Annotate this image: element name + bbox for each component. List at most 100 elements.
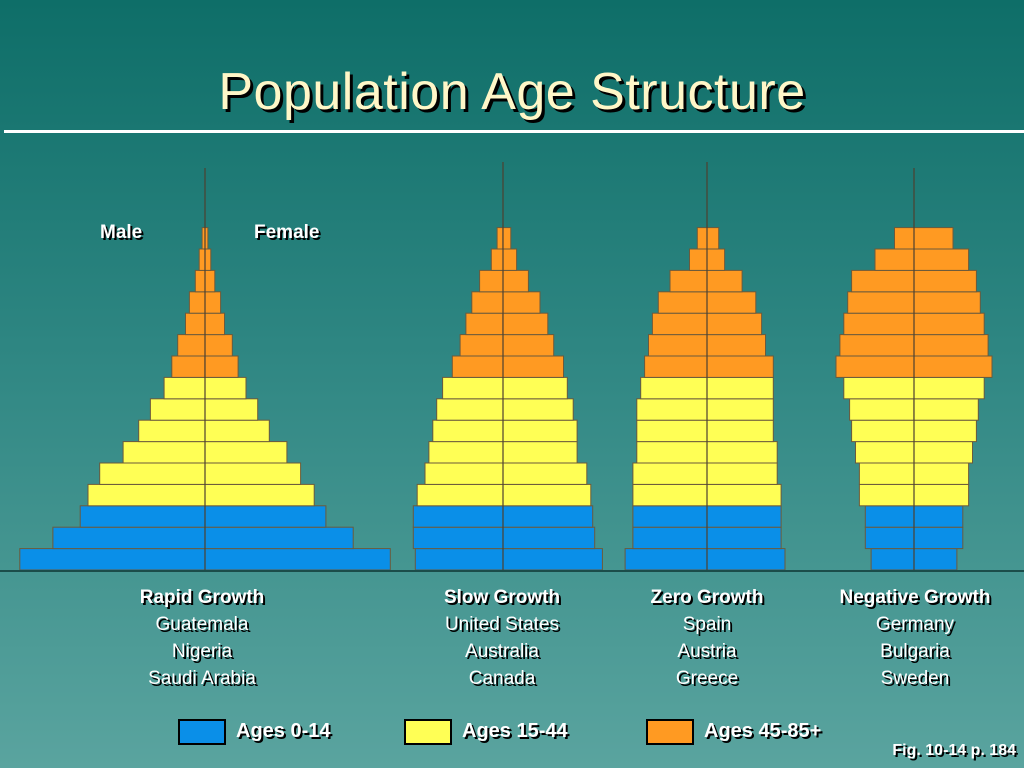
group-title: Zero Growth <box>650 587 764 608</box>
country-label: Saudi Arabia <box>148 668 256 689</box>
bar-female <box>913 526 964 550</box>
group-zero-growth: Zero Growth Spain Austria Greece <box>587 584 827 692</box>
page-title: Population Age Structure <box>218 63 806 121</box>
bar-female <box>502 248 518 271</box>
group-title: Rapid Growth <box>139 587 265 608</box>
bar-male <box>479 269 504 293</box>
bar-male <box>19 548 206 571</box>
female-label: Female <box>254 222 320 243</box>
bar-female <box>913 334 989 357</box>
bar-male <box>194 269 206 293</box>
bar-male <box>432 419 504 443</box>
chart-baseline <box>0 570 1024 572</box>
bar-male <box>864 505 915 528</box>
legend-label: Ages 45-85+ <box>704 720 822 742</box>
bar-female <box>913 376 985 400</box>
bar-female <box>913 419 977 443</box>
bar-female <box>204 441 288 464</box>
figure-reference: Fig. 10-14 p. 184 <box>892 742 1016 759</box>
bar-female <box>913 291 981 314</box>
country-label: Canada <box>468 668 536 689</box>
bar-male <box>149 398 206 421</box>
bar-male <box>198 248 206 271</box>
legend-swatch <box>178 719 226 745</box>
bar-female <box>502 505 594 528</box>
bar-male <box>122 441 206 464</box>
bar-female <box>913 269 977 293</box>
bar-female <box>706 548 786 571</box>
bar-male <box>648 334 708 357</box>
bar-female <box>502 548 603 571</box>
bar-female <box>502 462 588 485</box>
bar-male <box>412 505 504 528</box>
bar-male <box>99 462 206 485</box>
group-rapid-growth: Rapid Growth Guatemala Nigeria Saudi Ara… <box>82 584 322 692</box>
bar-male <box>855 441 915 464</box>
bar-male <box>843 312 915 336</box>
bar-female <box>706 376 774 400</box>
bar-female <box>204 505 327 528</box>
bar-male <box>451 355 504 378</box>
bar-male <box>442 376 504 400</box>
bar-female <box>706 248 726 271</box>
bar-female <box>913 227 954 250</box>
bar-male <box>465 312 504 336</box>
country-label: Austria <box>677 641 737 662</box>
bar-male <box>414 548 504 571</box>
bar-female <box>706 334 766 357</box>
legend-swatch <box>646 719 694 745</box>
country-label: Greece <box>675 668 739 689</box>
bar-male <box>624 548 708 571</box>
bar-male <box>858 483 915 507</box>
bar-female <box>204 526 354 550</box>
bar-female <box>913 548 958 571</box>
bar-male <box>496 227 504 250</box>
bar-male <box>428 441 504 464</box>
bar-male <box>188 291 206 314</box>
bar-male <box>874 248 915 271</box>
bar-male <box>849 398 915 421</box>
bar-female <box>502 291 541 314</box>
country-label: Nigeria <box>171 641 233 662</box>
legend-label: Ages 15-44 <box>462 720 568 742</box>
bar-male <box>636 441 708 464</box>
country-label: United States <box>444 614 560 635</box>
bar-male <box>87 483 206 507</box>
bar-male <box>851 269 915 293</box>
bar-female <box>706 355 774 378</box>
pyramid-negative-growth <box>835 168 993 571</box>
bar-female <box>706 398 774 421</box>
bar-male <box>138 419 206 443</box>
bar-male <box>640 376 708 400</box>
bar-female <box>204 398 259 421</box>
bar-female <box>204 248 212 271</box>
bar-female <box>502 483 592 507</box>
bar-male <box>835 355 915 378</box>
bar-female <box>706 505 782 528</box>
bar-female <box>204 355 239 378</box>
bar-male <box>864 526 915 550</box>
bar-female <box>913 483 970 507</box>
bar-female <box>502 269 529 293</box>
bar-male <box>657 291 708 314</box>
bar-female <box>204 462 302 485</box>
bar-female <box>706 291 757 314</box>
bar-female <box>913 312 985 336</box>
legend-label: Ages 0-14 <box>236 720 331 742</box>
bar-male <box>839 334 915 357</box>
bar-female <box>204 334 233 357</box>
bar-female <box>913 462 970 485</box>
pyramid-rapid-growth <box>19 168 391 571</box>
bar-female <box>502 398 574 421</box>
bar-female <box>502 526 596 550</box>
bar-female <box>706 227 720 250</box>
bar-male <box>416 483 504 507</box>
country-label: Sweden <box>880 668 950 689</box>
bar-female <box>706 526 782 550</box>
bar-male <box>632 526 708 550</box>
bar-male <box>436 398 504 421</box>
country-label: Spain <box>682 614 732 635</box>
bar-male <box>412 526 504 550</box>
